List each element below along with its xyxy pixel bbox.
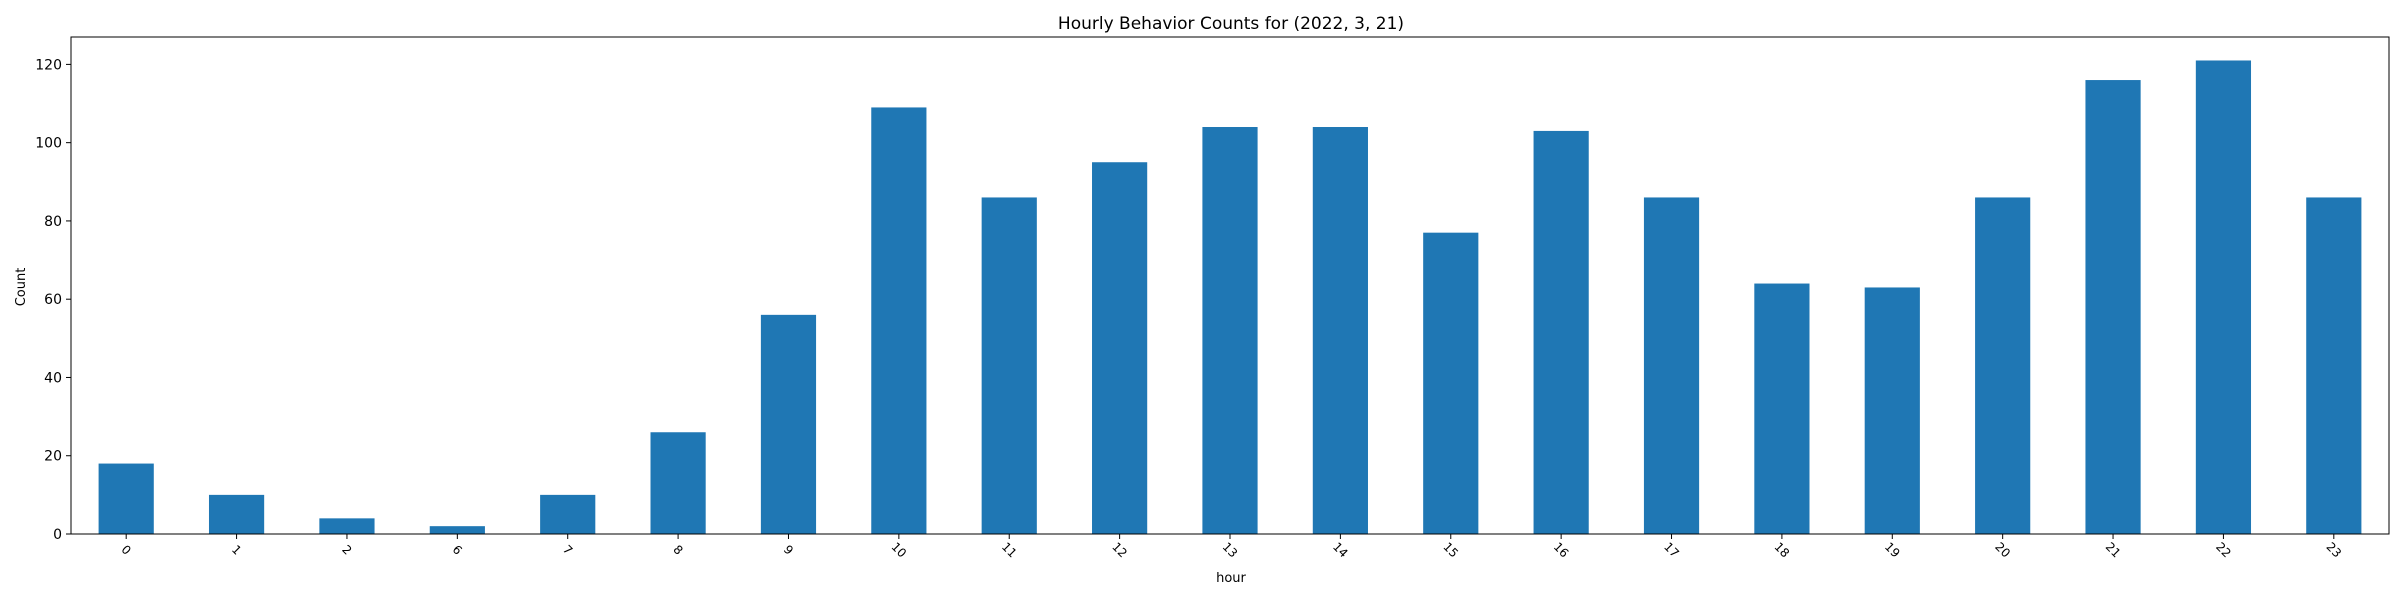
x-tick-label: 16 [1551,540,1572,561]
x-tick-label: 9 [781,542,796,557]
x-axis-ticks: 0 1 2 6 7 8 9 10 11 12 13 14 15 16 17 18 19 20 21 22 23 [119,534,2344,561]
x-tick-label: 11 [999,540,1020,561]
x-tick-label: 7 [560,542,575,557]
x-tick-label: 21 [2103,540,2124,561]
x-tick-label: 19 [1882,540,1903,561]
bar-hour-18 [1754,283,1810,534]
chart-title: Hourly Behavior Counts for (2022, 3, 21) [1058,14,1404,34]
bar-hour-7 [540,494,596,534]
bar-hour-22 [2195,60,2252,534]
x-tick-label: 23 [2323,540,2344,561]
x-tick-label: 8 [670,542,685,557]
x-tick-label: 0 [119,542,134,557]
bar-hour-13 [1202,127,1258,534]
x-tick-label: 6 [450,542,465,557]
bar-hour-23 [2306,197,2362,534]
bar-hour-12 [1092,162,1148,535]
bar-hour-20 [1975,197,2031,534]
x-tick-label: 18 [1772,540,1793,561]
plot-frame [70,36,2390,535]
x-tick-label: 2 [339,542,354,557]
bar-hour-17 [1643,197,1700,534]
y-axis-ticks: 0 20 40 60 80 100 120 [35,57,71,543]
x-tick-label: 10 [889,540,910,561]
y-tick-label: 40 [44,370,62,386]
bar-hour-6 [429,526,485,534]
bar-hour-2 [319,518,375,534]
y-tick-label: 120 [35,57,62,73]
x-tick-label: 20 [1992,540,2013,561]
bar-hour-9 [760,314,817,534]
y-tick-label: 80 [44,214,62,230]
x-tick-label: 22 [2213,540,2234,561]
bar-hour-1 [208,494,265,534]
bar-hour-15 [1423,232,1479,535]
x-axis-label: hour [1216,571,1246,586]
bar-hour-19 [1864,287,1920,534]
bar-hour-21 [2085,80,2141,535]
bar-hour-11 [981,197,1037,534]
bar-hour-16 [1533,130,1589,535]
y-axis-label: Count [14,268,29,307]
x-tick-label: 17 [1661,540,1682,561]
bar-hour-0 [98,463,154,534]
y-tick-label: 60 [44,292,62,308]
bar-hour-10 [871,107,927,534]
x-tick-label: 13 [1220,540,1241,561]
y-tick-label: 20 [44,449,62,465]
bar-hour-14 [1312,127,1368,534]
x-tick-label: 12 [1109,540,1130,561]
y-tick-label: 0 [53,527,62,543]
bars-layer [98,60,2362,535]
y-tick-label: 100 [35,136,62,152]
x-tick-label: 14 [1330,540,1351,561]
bar-hour-8 [650,432,706,534]
x-tick-label: 1 [229,542,244,557]
x-tick-label: 15 [1440,540,1461,561]
